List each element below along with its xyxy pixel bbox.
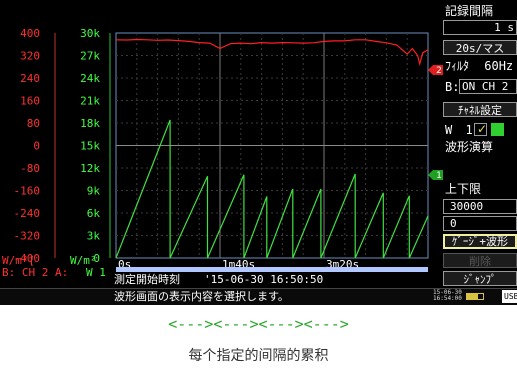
axis1-tick-label: -160 [14, 185, 41, 198]
w-row: W 1 [445, 123, 473, 137]
series-group [115, 38, 429, 259]
axis2-unit: W/m² [70, 254, 97, 267]
left-axis-2: 30k 27k 24k 21k 18k 15k 12k 9k 6k 3k 0 [80, 27, 111, 265]
ch2-marker-label: 2 [436, 66, 442, 76]
b-channel-label: B: [445, 80, 460, 94]
series-line-green [115, 119, 429, 259]
axis2-tick-label: 18k [80, 117, 100, 130]
battery-icon [466, 293, 484, 300]
channel-w-label: W 1 [86, 266, 106, 279]
time-div-value: 20s/マス [455, 42, 505, 55]
axis2-tick-label: 3k [87, 230, 101, 243]
channel-b-label: B: CH 2 A: [2, 266, 68, 279]
b-channel-row: B: [445, 80, 459, 94]
axis2-tick-label: 0 [93, 252, 100, 265]
clock: 15-06-30 16:54:00 [433, 289, 462, 302]
w-value: 1 [465, 123, 473, 137]
usb-icon: USB [502, 290, 517, 303]
channel-setting-label: ﾁｬﾈﾙ設定 [458, 104, 502, 117]
lower-limit-field[interactable]: 0 [443, 216, 517, 231]
axis1-unit: W/m²[ [2, 254, 35, 267]
axis2-tick-label: 15k [80, 140, 100, 153]
check-icon: ✓ [477, 122, 488, 136]
axis2-tick-label: 27k [80, 50, 100, 63]
w-label: W [445, 123, 453, 137]
time-div-button[interactable]: 20s/マス [443, 40, 517, 55]
record-interval-field[interactable]: 1 s [443, 20, 517, 35]
axis2-tick-label: 21k [80, 95, 100, 108]
ch1-marker[interactable]: 1 [428, 170, 443, 181]
axis1-tick-label: -240 [14, 207, 41, 220]
ch1-marker-label: 1 [436, 171, 442, 181]
help-text: 波形画面の表示内容を選択します。 [114, 290, 289, 303]
axis2-tick-label: 30k [80, 27, 100, 40]
channel-setting-button[interactable]: ﾁｬﾈﾙ設定 [443, 102, 517, 117]
filter-label: ﾌｨﾙﾀ [445, 59, 470, 73]
jump-label: ｼﾞｬﾝﾌﾟ [463, 273, 497, 286]
waveform-calc-label: 波形演算 [445, 140, 494, 154]
upper-limit-field[interactable]: 30000 [443, 199, 517, 214]
axis2-tick-label: 12k [80, 162, 100, 175]
scroll-track[interactable] [116, 267, 428, 272]
axis1-tick-label: 320 [20, 50, 40, 63]
series-line-red [115, 38, 429, 67]
jump-button[interactable]: ｼﾞｬﾝﾌﾟ [443, 271, 517, 286]
w-checkbox[interactable]: ✓ [474, 122, 488, 136]
caption-arrows: <---><---><---><---> [168, 315, 349, 333]
upper-limit-value: 30000 [450, 200, 484, 213]
filter-value: 60Hz [484, 59, 514, 73]
record-interval-label: 記録間隔 [445, 4, 494, 18]
axis1-tick-label: 400 [20, 27, 40, 40]
disabled-button[interactable]: 削除 [443, 253, 517, 268]
axis1-tick-label: -320 [14, 230, 41, 243]
axis1-tick-label: -80 [20, 162, 40, 175]
caption-text: 每个指定的间隔的累积 [188, 348, 329, 364]
axis1-tick-label: 0 [33, 140, 40, 153]
axis1-tick-label: -400 [14, 252, 41, 265]
limits-label: 上下限 [445, 182, 482, 196]
start-time-value: '15-06-30 16:50:50 [204, 273, 324, 286]
w-color-swatch[interactable] [491, 123, 504, 136]
status-bar: 波形画面の表示内容を選択します。 15-06-30 16:54:00 USB [0, 288, 517, 305]
axis1-tick-label: 80 [27, 117, 40, 130]
record-interval-value: 1 s [494, 21, 514, 34]
axis1-tick-label: 240 [20, 72, 40, 85]
left-axis-1: 400 320 240 160 80 0 -80 -160 -240 -320 -400 [14, 27, 56, 265]
gauge-waveform-label: ｹﾞｰｼﾞ+波形 [451, 235, 509, 248]
axis2-tick-label: 9k [87, 185, 101, 198]
b-channel-field[interactable]: ON CH 2 [459, 79, 517, 94]
start-time-label: 測定開始時刻 [114, 273, 180, 286]
waveform-plot: 0s 1m40s 3m20s 400320240160800-80-160-240-… [2, 27, 443, 279]
axis2-tick-label: 24k [80, 72, 100, 85]
b-channel-value: ON CH 2 [462, 80, 509, 93]
logger-screen: 0s 1m40s 3m20s 400 320 240 160 80 0 -80 -160 -240-… [0, 0, 517, 305]
ch2-marker[interactable]: 2 [428, 65, 443, 76]
gauge-waveform-button[interactable]: ｹﾞｰｼﾞ+波形 [443, 234, 517, 249]
lower-limit-value: 0 [450, 217, 457, 230]
start-time-row: 測定開始時刻 '15-06-30 16:50:50 [0, 274, 443, 286]
axis2-tick-label: 6k [87, 207, 101, 220]
filter-row[interactable]: ﾌｨﾙﾀ 60Hz [445, 59, 513, 73]
axis1-tick-label: 160 [20, 95, 40, 108]
disabled-button-label: 削除 [469, 255, 491, 268]
